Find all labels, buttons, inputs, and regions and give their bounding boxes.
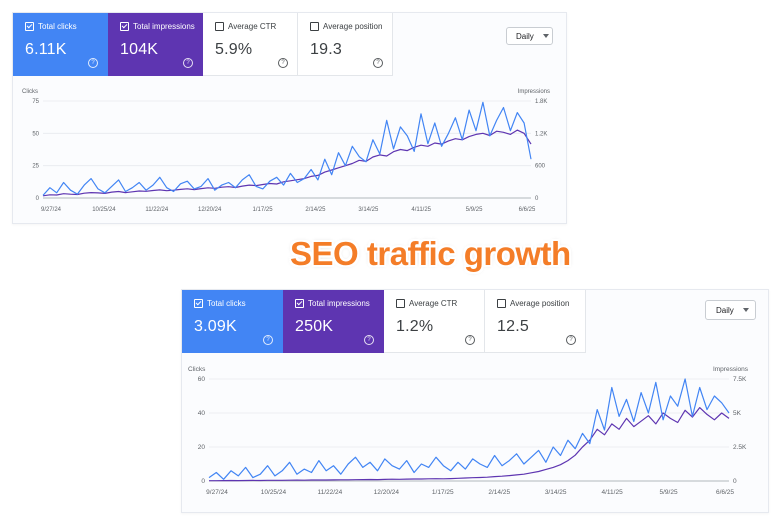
checkbox-icon[interactable] — [120, 21, 129, 31]
metric-label: Average position — [510, 299, 570, 308]
y-tick-label-left: 50 — [32, 131, 39, 137]
metric-card-average-position[interactable]: Average position 19.3 ? — [298, 13, 393, 76]
metric-value: 12.5 — [497, 318, 529, 335]
metric-cards: Total clicks 6.11K ? Total impressions 1… — [13, 13, 393, 76]
checkbox-icon[interactable] — [497, 298, 506, 308]
x-tick-label: 1/17/25 — [253, 207, 274, 213]
x-tick-label: 2/14/25 — [488, 489, 510, 496]
performance-chart: Clicks Impressions 0 0 20 2.5K 40 5K 60 7.5K 9/27/… — [188, 366, 749, 496]
y-axis-label-left: Clicks — [22, 89, 38, 95]
checkbox-icon[interactable] — [194, 298, 203, 308]
x-tick-label: 6/6/25 — [519, 207, 536, 213]
x-tick-label: 12/20/24 — [374, 489, 400, 496]
y-tick-label-right: 0 — [733, 478, 737, 485]
y-tick-label-left: 0 — [36, 196, 40, 202]
series-line-clicks — [42, 101, 532, 196]
y-tick-label-left: 40 — [198, 410, 206, 417]
chevron-down-icon — [542, 34, 549, 38]
x-tick-label: 9/27/24 — [206, 489, 228, 496]
metric-label: Total impressions — [133, 22, 195, 31]
y-tick-label-left: 25 — [32, 164, 39, 170]
checkbox-icon[interactable] — [295, 298, 304, 308]
help-icon[interactable]: ? — [373, 58, 383, 68]
metric-label: Total clicks — [207, 299, 246, 308]
metric-card-total-clicks[interactable]: Total clicks 6.11K ? — [13, 13, 108, 76]
metric-cards: Total clicks 3.09K ? Total impressions 2… — [182, 290, 586, 353]
metric-label: Average CTR — [228, 22, 277, 31]
help-icon[interactable]: ? — [278, 58, 288, 68]
y-axis-label-right: Impressions — [518, 89, 550, 95]
metric-label: Average position — [323, 22, 383, 31]
y-tick-label-right: 5K — [733, 410, 742, 417]
checkbox-icon[interactable] — [25, 21, 34, 31]
x-tick-label: 9/27/24 — [41, 207, 62, 213]
headline: SEO traffic growth — [290, 235, 571, 272]
y-tick-label-right: 0 — [535, 196, 539, 202]
metric-card-total-clicks[interactable]: Total clicks 3.09K ? — [182, 290, 283, 353]
y-tick-label-right: 2.5K — [733, 444, 747, 451]
period-value: Daily — [716, 305, 734, 315]
x-tick-label: 3/14/25 — [545, 489, 567, 496]
checkbox-icon[interactable] — [310, 21, 319, 31]
metric-card-average-ctr[interactable]: Average CTR 5.9% ? — [203, 13, 298, 76]
help-icon[interactable]: ? — [364, 335, 374, 345]
help-icon[interactable]: ? — [88, 58, 98, 68]
metric-label: Total impressions — [308, 299, 370, 308]
series-line-impressions — [209, 406, 730, 482]
performance-panel-after: Total clicks 3.09K ? Total impressions 2… — [181, 289, 769, 513]
x-tick-label: 4/11/25 — [411, 207, 431, 213]
checkbox-icon[interactable] — [215, 21, 224, 31]
x-tick-label: 3/14/25 — [358, 207, 379, 213]
y-tick-label-left: 60 — [198, 376, 206, 383]
metric-value: 250K — [295, 318, 334, 335]
metric-card-total-impressions[interactable]: Total impressions 250K ? — [283, 290, 384, 353]
y-tick-label-right: 600 — [535, 164, 546, 170]
metric-value: 5.9% — [215, 41, 253, 58]
x-tick-label: 12/20/24 — [198, 207, 222, 213]
help-icon[interactable]: ? — [566, 335, 576, 345]
x-tick-label: 11/22/24 — [317, 489, 342, 496]
y-axis-label-left: Clicks — [188, 366, 206, 373]
period-dropdown[interactable]: Daily — [705, 300, 756, 320]
metric-label: Average CTR — [409, 299, 458, 308]
help-icon[interactable]: ? — [183, 58, 193, 68]
series-line-clicks — [208, 378, 730, 480]
chevron-down-icon — [742, 308, 749, 312]
metric-value: 3.09K — [194, 318, 237, 335]
performance-chart: Clicks Impressions 0 0 25 600 50 1.2K 75 1.8K 9/27… — [22, 89, 550, 213]
x-tick-label: 6/6/25 — [716, 489, 734, 496]
x-tick-label: 10/25/24 — [92, 207, 116, 213]
metric-value: 104K — [120, 41, 159, 58]
x-tick-label: 4/11/25 — [602, 489, 624, 496]
x-tick-label: 1/17/25 — [432, 489, 454, 496]
period-value: Daily — [516, 31, 534, 41]
y-tick-label-left: 0 — [201, 478, 205, 485]
y-axis-label-right: Impressions — [713, 366, 749, 373]
checkbox-icon[interactable] — [396, 298, 405, 308]
metric-value: 19.3 — [310, 41, 342, 58]
metric-card-average-ctr[interactable]: Average CTR 1.2% ? — [384, 290, 485, 353]
y-tick-label-right: 7.5K — [733, 376, 747, 383]
x-tick-label: 5/9/25 — [660, 489, 678, 496]
x-tick-label: 5/9/25 — [466, 207, 483, 213]
y-tick-label-left: 20 — [198, 444, 206, 451]
metric-value: 1.2% — [396, 318, 434, 335]
y-tick-label-right: 1.8K — [535, 99, 547, 105]
metric-value: 6.11K — [25, 41, 67, 58]
help-icon[interactable]: ? — [263, 335, 273, 345]
performance-panel-before: Total clicks 6.11K ? Total impressions 1… — [12, 12, 567, 224]
x-tick-label: 10/25/24 — [261, 489, 287, 496]
y-tick-label-left: 75 — [32, 99, 39, 105]
metric-card-average-position[interactable]: Average position 12.5 ? — [485, 290, 586, 353]
y-tick-label-right: 1.2K — [535, 131, 547, 137]
x-tick-label: 11/22/24 — [145, 207, 169, 213]
metric-label: Total clicks — [38, 22, 77, 31]
x-tick-label: 2/14/25 — [305, 207, 326, 213]
metric-card-total-impressions[interactable]: Total impressions 104K ? — [108, 13, 203, 76]
series-line-impressions — [42, 129, 532, 197]
help-icon[interactable]: ? — [465, 335, 475, 345]
period-dropdown[interactable]: Daily — [506, 27, 553, 45]
